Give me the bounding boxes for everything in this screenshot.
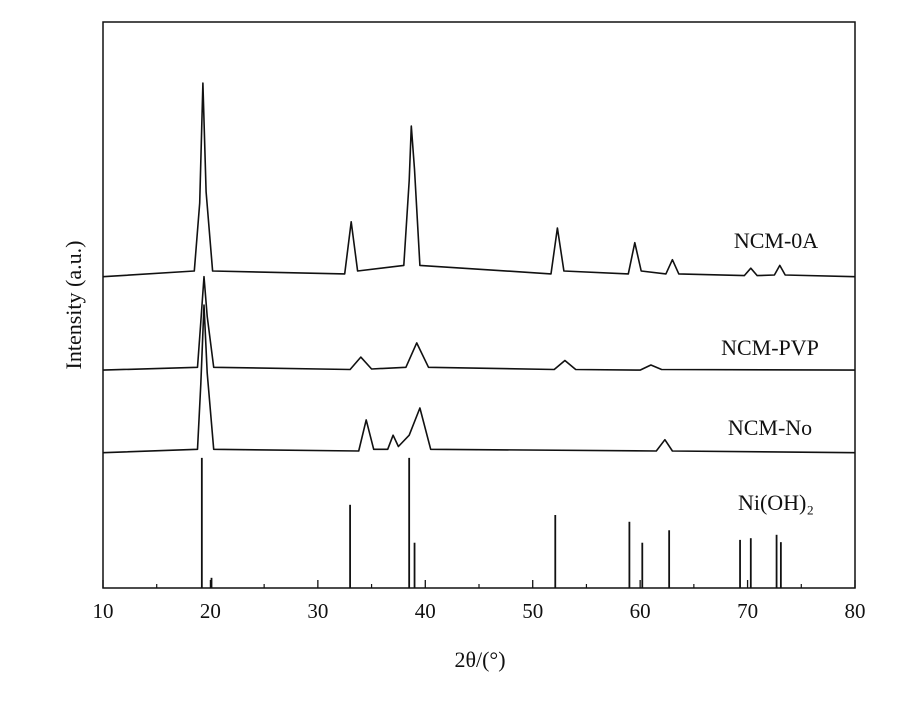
series-label: NCM-PVP <box>721 335 819 360</box>
x-tick-label: 70 <box>737 599 758 623</box>
x-tick-label: 20 <box>200 599 221 623</box>
series-label: NCM-No <box>728 415 812 440</box>
series-label: Ni(OH)₂ <box>738 490 814 515</box>
x-tick-label: 50 <box>522 599 543 623</box>
xrd-pattern <box>102 304 856 454</box>
x-tick-label: 80 <box>845 599 866 623</box>
x-tick-label: 40 <box>415 599 436 623</box>
x-tick-label: 10 <box>93 599 114 623</box>
series-label: NCM-0A <box>734 228 818 253</box>
x-axis-label: 2θ/(°) <box>454 647 505 672</box>
x-tick-label: 60 <box>630 599 651 623</box>
xrd-pattern <box>102 82 856 278</box>
x-tick-label: 30 <box>307 599 328 623</box>
xrd-pattern <box>102 275 856 371</box>
y-axis-label: Intensity (a.u.) <box>61 241 86 370</box>
